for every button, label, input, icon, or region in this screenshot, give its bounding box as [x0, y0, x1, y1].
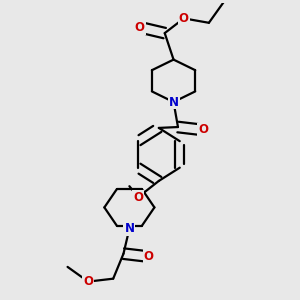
Text: O: O [143, 250, 154, 263]
Text: O: O [83, 275, 93, 288]
Text: N: N [124, 222, 134, 235]
Text: O: O [135, 21, 145, 34]
Text: O: O [179, 12, 189, 25]
Text: O: O [198, 124, 208, 136]
Text: O: O [133, 190, 143, 204]
Text: N: N [169, 95, 178, 109]
